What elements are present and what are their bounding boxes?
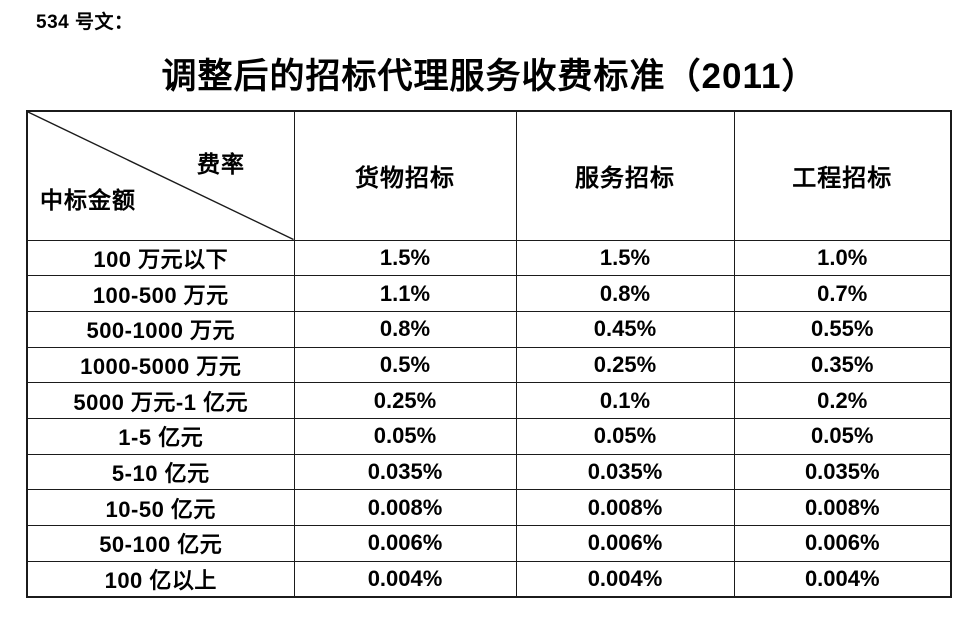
- service-rate-cell: 0.25%: [515, 346, 735, 384]
- fee-table: 费率 中标金额 货物招标 服务招标 工程招标 100 万元以下 1.5% 1.5…: [26, 110, 952, 598]
- amount-cell: 100 万元以下: [26, 239, 295, 277]
- service-rate-cell: 0.008%: [515, 489, 735, 526]
- table-row: 100 亿以上 0.004% 0.004% 0.004%: [26, 560, 952, 598]
- engineering-rate-cell: 0.05%: [733, 417, 952, 455]
- service-rate-cell: 0.1%: [515, 382, 735, 419]
- service-rate-cell: 0.8%: [515, 275, 735, 312]
- amount-cell: 5000 万元-1 亿元: [26, 382, 295, 419]
- goods-rate-cell: 0.006%: [293, 525, 517, 562]
- column-header-engineering-bidding: 工程招标: [733, 110, 952, 241]
- amount-cell: 100-500 万元: [26, 275, 295, 312]
- corner-label-bid-amount: 中标金额: [40, 187, 136, 213]
- service-rate-cell: 0.05%: [515, 417, 735, 455]
- engineering-rate-cell: 0.2%: [733, 382, 952, 419]
- service-rate-cell: 0.45%: [515, 310, 735, 348]
- amount-cell: 10-50 亿元: [26, 489, 295, 526]
- amount-cell: 1-5 亿元: [26, 417, 295, 455]
- amount-cell: 500-1000 万元: [26, 310, 295, 348]
- service-rate-cell: 0.035%: [515, 453, 735, 491]
- table-row: 50-100 亿元 0.006% 0.006% 0.006%: [26, 525, 952, 562]
- engineering-rate-cell: 0.004%: [733, 560, 952, 598]
- column-header-goods-bidding: 货物招标: [293, 110, 517, 241]
- goods-rate-cell: 0.004%: [293, 560, 517, 598]
- amount-cell: 100 亿以上: [26, 560, 295, 598]
- table-row: 100-500 万元 1.1% 0.8% 0.7%: [26, 275, 952, 312]
- engineering-rate-cell: 0.035%: [733, 453, 952, 491]
- goods-rate-cell: 1.1%: [293, 275, 517, 312]
- amount-cell: 5-10 亿元: [26, 453, 295, 491]
- diagonal-divider-line: [28, 112, 294, 240]
- table-row: 1-5 亿元 0.05% 0.05% 0.05%: [26, 417, 952, 455]
- corner-label-fee-rate: 费率: [197, 151, 245, 177]
- goods-rate-cell: 0.035%: [293, 453, 517, 491]
- corner-header-cell: 费率 中标金额: [26, 110, 295, 241]
- table-row: 10-50 亿元 0.008% 0.008% 0.008%: [26, 489, 952, 526]
- goods-rate-cell: 0.8%: [293, 310, 517, 348]
- engineering-rate-cell: 0.7%: [733, 275, 952, 312]
- goods-rate-cell: 0.25%: [293, 382, 517, 419]
- service-rate-cell: 1.5%: [515, 239, 735, 277]
- engineering-rate-cell: 0.006%: [733, 525, 952, 562]
- engineering-rate-cell: 0.35%: [733, 346, 952, 384]
- goods-rate-cell: 0.5%: [293, 346, 517, 384]
- goods-rate-cell: 0.05%: [293, 417, 517, 455]
- goods-rate-cell: 1.5%: [293, 239, 517, 277]
- doc-number-label: 534 号文：: [36, 12, 134, 33]
- service-rate-cell: 0.006%: [515, 525, 735, 562]
- table-row: 500-1000 万元 0.8% 0.45% 0.55%: [26, 310, 952, 348]
- table-row: 5000 万元-1 亿元 0.25% 0.1% 0.2%: [26, 382, 952, 419]
- service-rate-cell: 0.004%: [515, 560, 735, 598]
- amount-cell: 1000-5000 万元: [26, 346, 295, 384]
- amount-cell: 50-100 亿元: [26, 525, 295, 562]
- engineering-rate-cell: 0.008%: [733, 489, 952, 526]
- column-header-service-bidding: 服务招标: [515, 110, 735, 241]
- engineering-rate-cell: 1.0%: [733, 239, 952, 277]
- page-title: 调整后的招标代理服务收费标准（2011）: [161, 57, 818, 96]
- table-row: 100 万元以下 1.5% 1.5% 1.0%: [26, 239, 952, 277]
- goods-rate-cell: 0.008%: [293, 489, 517, 526]
- table-header-row: 费率 中标金额 货物招标 服务招标 工程招标: [26, 110, 952, 241]
- engineering-rate-cell: 0.55%: [733, 310, 952, 348]
- table-row: 5-10 亿元 0.035% 0.035% 0.035%: [26, 453, 952, 491]
- table-row: 1000-5000 万元 0.5% 0.25% 0.35%: [26, 346, 952, 384]
